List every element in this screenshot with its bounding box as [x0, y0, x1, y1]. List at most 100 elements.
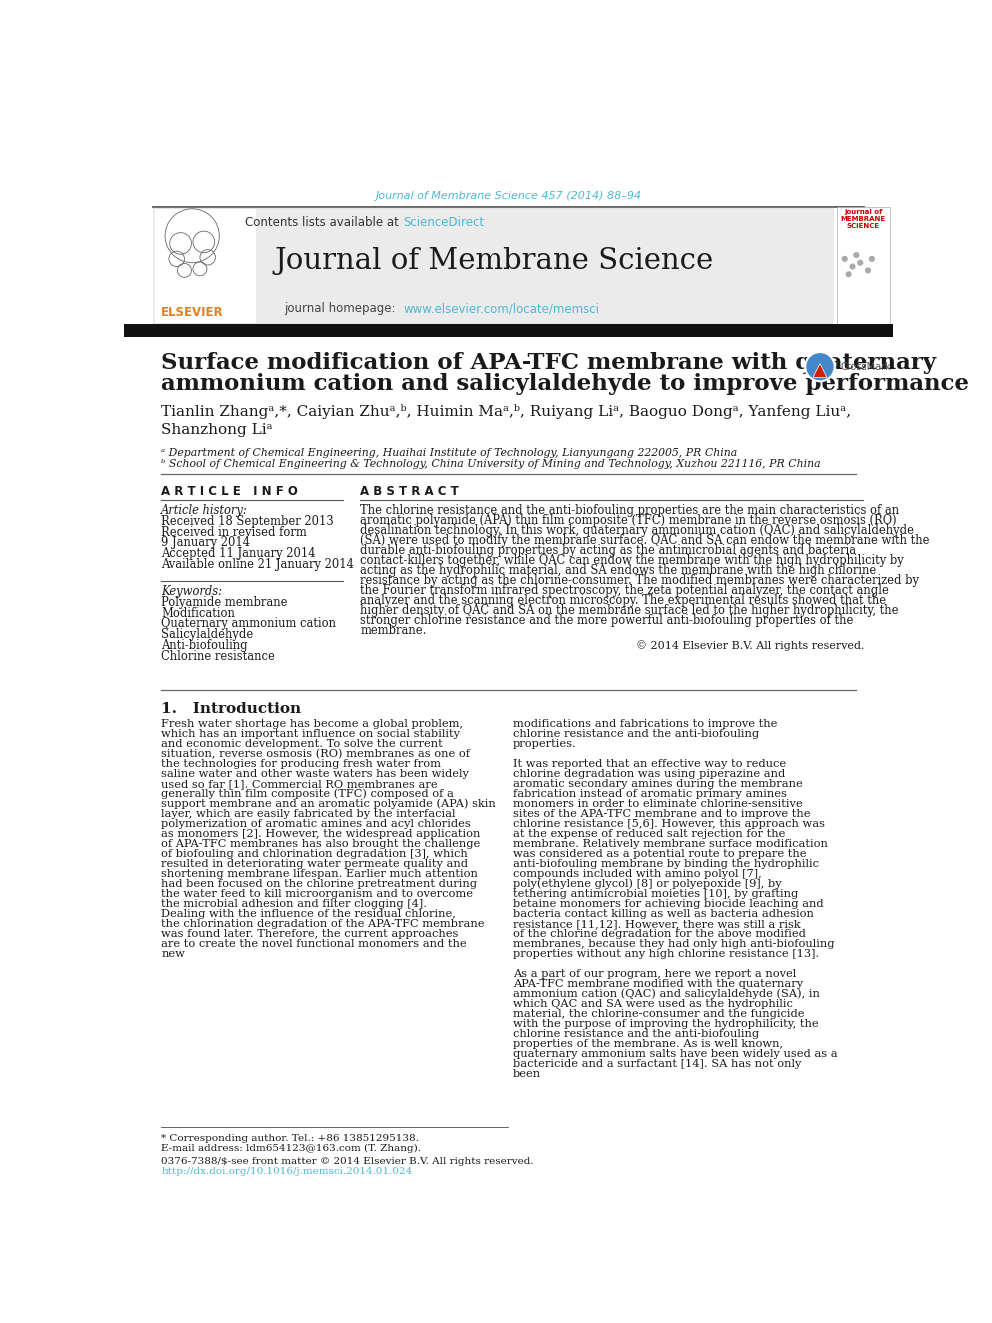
Text: 9 January 2014: 9 January 2014	[161, 537, 250, 549]
Text: which has an important influence on social stability: which has an important influence on soci…	[161, 729, 460, 740]
Text: Dealing with the influence of the residual chlorine,: Dealing with the influence of the residu…	[161, 909, 456, 919]
Text: ᵇ School of Chemical Engineering & Technology, China University of Mining and Te: ᵇ School of Chemical Engineering & Techn…	[161, 459, 820, 470]
Text: are to create the novel functional monomers and the: are to create the novel functional monom…	[161, 939, 467, 949]
Text: Article history:: Article history:	[161, 504, 248, 517]
Text: been: been	[513, 1069, 542, 1080]
Bar	[124, 324, 893, 336]
Circle shape	[806, 352, 834, 381]
Text: ELSEVIER: ELSEVIER	[161, 306, 223, 319]
Bar	[154, 208, 834, 324]
Circle shape	[849, 263, 855, 270]
Text: membrane.: membrane.	[360, 624, 427, 638]
Text: ammonium cation and salicylaldehyde to improve performance: ammonium cation and salicylaldehyde to i…	[161, 373, 969, 394]
Text: CrossMark: CrossMark	[840, 361, 891, 372]
Text: contact-killers together, while QAC can endow the membrane with the high hydroph: contact-killers together, while QAC can …	[360, 554, 904, 568]
Text: chlorine resistance [5,6]. However, this approach was: chlorine resistance [5,6]. However, this…	[513, 819, 825, 830]
Text: compounds included with amino polyol [7],: compounds included with amino polyol [7]…	[513, 869, 762, 878]
Text: aromatic polyamide (APA) thin film composite (TFC) membrane in the reverse osmos: aromatic polyamide (APA) thin film compo…	[360, 515, 897, 527]
Text: Journal of Membrane Science 457 (2014) 88–94: Journal of Membrane Science 457 (2014) 8…	[375, 191, 642, 201]
Text: sites of the APA-TFC membrane and to improve the: sites of the APA-TFC membrane and to imp…	[513, 810, 810, 819]
Text: A B S T R A C T: A B S T R A C T	[360, 486, 459, 497]
Text: ammonium cation (QAC) and salicylaldehyde (SA), in: ammonium cation (QAC) and salicylaldehyd…	[513, 988, 820, 999]
Text: Modification: Modification	[161, 606, 235, 619]
Text: (SA) were used to modify the membrane surface. QAC and SA can endow the membrane: (SA) were used to modify the membrane su…	[360, 534, 930, 548]
Text: was considered as a potential route to prepare the: was considered as a potential route to p…	[513, 849, 806, 859]
Text: properties of the membrane. As is well known,: properties of the membrane. As is well k…	[513, 1040, 783, 1049]
Text: new: new	[161, 949, 186, 959]
Text: betaine monomers for achieving biocide leaching and: betaine monomers for achieving biocide l…	[513, 900, 823, 909]
Text: http://dx.doi.org/10.1016/j.memsci.2014.01.024: http://dx.doi.org/10.1016/j.memsci.2014.…	[161, 1167, 413, 1176]
Circle shape	[869, 255, 875, 262]
Text: Received in revised form: Received in revised form	[161, 525, 307, 538]
Text: * Corresponding author. Tel.: +86 13851295138.: * Corresponding author. Tel.: +86 138512…	[161, 1134, 419, 1143]
Text: membranes, because they had only high anti-biofouling: membranes, because they had only high an…	[513, 939, 834, 949]
Text: Shanzhong Liᵃ: Shanzhong Liᵃ	[161, 423, 273, 437]
Text: Quaternary ammonium cation: Quaternary ammonium cation	[161, 618, 336, 630]
Text: the technologies for producing fresh water from: the technologies for producing fresh wat…	[161, 759, 441, 769]
Text: of the chlorine degradation for the above modified: of the chlorine degradation for the abov…	[513, 929, 806, 939]
Text: properties.: properties.	[513, 740, 576, 749]
Text: bacteria contact killing as well as bacteria adhesion: bacteria contact killing as well as bact…	[513, 909, 813, 919]
Text: Tianlin Zhangᵃ,*, Caiyian Zhuᵃ,ᵇ, Huimin Maᵃ,ᵇ, Ruiyang Liᵃ, Baoguo Dongᵃ, Yanfe: Tianlin Zhangᵃ,*, Caiyian Zhuᵃ,ᵇ, Huimin…	[161, 404, 851, 419]
Text: modifications and fabrications to improve the: modifications and fabrications to improv…	[513, 718, 778, 729]
Text: used so far [1]. Commercial RO membranes are: used so far [1]. Commercial RO membranes…	[161, 779, 437, 789]
Text: tethering antimicrobial moieties [10], by grafting: tethering antimicrobial moieties [10], b…	[513, 889, 799, 900]
Text: bactericide and a surfactant [14]. SA has not only: bactericide and a surfactant [14]. SA ha…	[513, 1060, 802, 1069]
Text: As a part of our program, here we report a novel: As a part of our program, here we report…	[513, 970, 797, 979]
Text: Journal of Membrane Science: Journal of Membrane Science	[274, 247, 713, 275]
Text: which QAC and SA were used as the hydrophilic: which QAC and SA were used as the hydrop…	[513, 999, 793, 1009]
Text: 1.   Introduction: 1. Introduction	[161, 701, 302, 716]
Text: situation, reverse osmosis (RO) membranes as one of: situation, reverse osmosis (RO) membrane…	[161, 749, 470, 759]
Text: resistance by acting as the chlorine-consumer. The modified membranes were chara: resistance by acting as the chlorine-con…	[360, 574, 920, 587]
Circle shape	[853, 251, 859, 258]
Text: Polyamide membrane: Polyamide membrane	[161, 595, 288, 609]
Text: saline water and other waste waters has been widely: saline water and other waste waters has …	[161, 769, 469, 779]
Text: 0376-7388/$-see front matter © 2014 Elsevier B.V. All rights reserved.: 0376-7388/$-see front matter © 2014 Else…	[161, 1156, 534, 1166]
Text: Surface modification of APA-TFC membrane with quaternary: Surface modification of APA-TFC membrane…	[161, 352, 936, 374]
Circle shape	[841, 255, 848, 262]
Text: A R T I C L E   I N F O: A R T I C L E I N F O	[161, 486, 298, 497]
Text: the chlorination degradation of the APA-TFC membrane: the chlorination degradation of the APA-…	[161, 919, 485, 929]
Text: durable anti-biofouling properties by acting as the antimicrobial agents and bac: durable anti-biofouling properties by ac…	[360, 544, 856, 557]
Circle shape	[865, 267, 871, 274]
Text: The chlorine resistance and the anti-biofouling properties are the main characte: The chlorine resistance and the anti-bio…	[360, 504, 900, 517]
Text: support membrane and an aromatic polyamide (APA) skin: support membrane and an aromatic polyami…	[161, 799, 496, 810]
Polygon shape	[813, 364, 827, 377]
Text: of biofouling and chlorination degradation [3], which: of biofouling and chlorination degradati…	[161, 849, 468, 859]
Bar	[155, 209, 256, 323]
Text: resistance [11,12]. However, there was still a risk: resistance [11,12]. However, there was s…	[513, 919, 801, 929]
Text: journal homepage:: journal homepage:	[284, 303, 403, 315]
Text: properties without any high chlorine resistance [13].: properties without any high chlorine res…	[513, 949, 819, 959]
Text: higher density of QAC and SA on the membrane surface led to the higher hydrophil: higher density of QAC and SA on the memb…	[360, 605, 899, 618]
Text: resulted in deteriorating water permeate quality and: resulted in deteriorating water permeate…	[161, 859, 468, 869]
Text: desalination technology. In this work, quaternary ammonium cation (QAC) and sali: desalination technology. In this work, q…	[360, 524, 915, 537]
Circle shape	[845, 271, 852, 278]
Text: ScienceDirect: ScienceDirect	[403, 216, 484, 229]
Text: Salicylaldehyde: Salicylaldehyde	[161, 628, 253, 642]
Text: Received 18 September 2013: Received 18 September 2013	[161, 515, 334, 528]
Text: layer, which are easily fabricated by the interfacial: layer, which are easily fabricated by th…	[161, 810, 455, 819]
Text: chlorine resistance and the anti-biofouling: chlorine resistance and the anti-biofoul…	[513, 1029, 759, 1040]
Text: E-mail address: ldm654123@163.com (T. Zhang).: E-mail address: ldm654123@163.com (T. Zh…	[161, 1143, 422, 1152]
Text: the Fourier transform infrared spectroscopy, the zeta potential analyzer, the co: the Fourier transform infrared spectrosc…	[360, 585, 889, 597]
Text: www.elsevier.com/locate/memsci: www.elsevier.com/locate/memsci	[403, 303, 599, 315]
Text: chlorine degradation was using piperazine and: chlorine degradation was using piperazin…	[513, 769, 786, 779]
Text: APA-TFC membrane modified with the quaternary: APA-TFC membrane modified with the quate…	[513, 979, 804, 990]
Text: ᵃ Department of Chemical Engineering, Huaihai Institute of Technology, Lianyunga: ᵃ Department of Chemical Engineering, Hu…	[161, 448, 737, 458]
Text: © 2014 Elsevier B.V. All rights reserved.: © 2014 Elsevier B.V. All rights reserved…	[636, 640, 864, 651]
Text: generally thin film composite (TFC) composed of a: generally thin film composite (TFC) comp…	[161, 789, 454, 799]
Text: chlorine resistance and the anti-biofouling: chlorine resistance and the anti-biofoul…	[513, 729, 759, 740]
Text: shortening membrane lifespan. Earlier much attention: shortening membrane lifespan. Earlier mu…	[161, 869, 478, 878]
Text: Available online 21 January 2014: Available online 21 January 2014	[161, 558, 354, 572]
Text: of APA-TFC membranes has also brought the challenge: of APA-TFC membranes has also brought th…	[161, 839, 480, 849]
Text: Chlorine resistance: Chlorine resistance	[161, 650, 275, 663]
Text: the water feed to kill microorganism and to overcome: the water feed to kill microorganism and…	[161, 889, 473, 900]
Text: acting as the hydrophilic material, and SA endows the membrane with the high chl: acting as the hydrophilic material, and …	[360, 564, 877, 577]
Circle shape	[857, 259, 863, 266]
Text: had been focused on the chlorine pretreatment during: had been focused on the chlorine pretrea…	[161, 878, 477, 889]
Text: the microbial adhesion and filter clogging [4].: the microbial adhesion and filter cloggi…	[161, 900, 428, 909]
Text: polymerization of aromatic amines and acyl chlorides: polymerization of aromatic amines and ac…	[161, 819, 471, 830]
Text: Anti-biofouling: Anti-biofouling	[161, 639, 248, 652]
Text: quaternary ammonium salts have been widely used as a: quaternary ammonium salts have been wide…	[513, 1049, 837, 1060]
Text: aromatic secondary amines during the membrane: aromatic secondary amines during the mem…	[513, 779, 803, 789]
